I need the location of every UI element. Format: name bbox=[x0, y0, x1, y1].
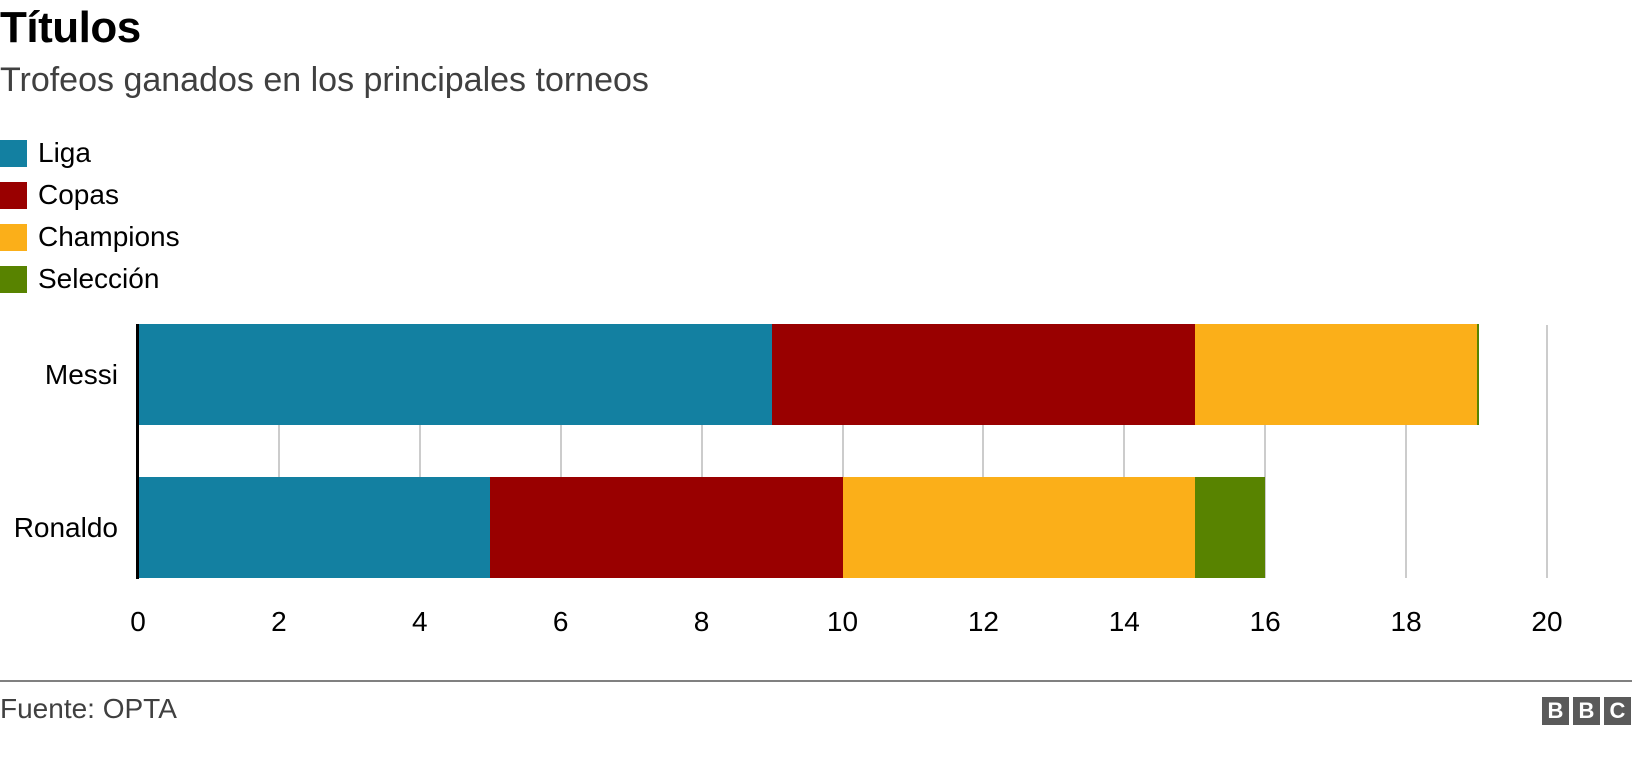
x-tick-label: 4 bbox=[412, 606, 428, 637]
source-note: Fuente: OPTA bbox=[0, 693, 177, 724]
gridline bbox=[1405, 325, 1408, 578]
y-axis-line bbox=[136, 324, 139, 579]
gridline bbox=[1546, 325, 1548, 578]
gridline bbox=[277, 325, 280, 578]
legend-label: Copas bbox=[38, 179, 119, 210]
x-tick-label: 6 bbox=[552, 606, 569, 637]
chart-title: Títulos bbox=[0, 3, 141, 52]
bar-messi-seleccion bbox=[1476, 324, 1479, 425]
legend-swatch-copas bbox=[0, 181, 27, 209]
legend-label: Champions bbox=[38, 221, 180, 252]
gridline bbox=[982, 325, 985, 578]
chart-subtitle: Trofeos ganados en los principales torne… bbox=[0, 61, 649, 99]
legend-item-copas: Copas bbox=[0, 174, 180, 216]
x-tick-label: 16 bbox=[1249, 606, 1281, 637]
legend: Liga Copas Champions Selección bbox=[0, 132, 180, 300]
bar-ronaldo-seleccion bbox=[1194, 477, 1266, 578]
bar-messi-copas bbox=[772, 324, 1195, 425]
gridline bbox=[700, 325, 703, 578]
bbc-logo-letter: C bbox=[1604, 697, 1631, 725]
gridline bbox=[1264, 325, 1267, 578]
bar-messi-liga bbox=[138, 324, 773, 425]
bar-ronaldo-copas bbox=[490, 477, 843, 578]
x-tick-label: 0 bbox=[130, 606, 146, 637]
gridline bbox=[1123, 325, 1126, 578]
gridline bbox=[841, 325, 844, 578]
x-tick-label: 2 bbox=[271, 606, 287, 637]
legend-label: Liga bbox=[38, 137, 91, 168]
legend-swatch-liga bbox=[0, 139, 27, 167]
x-tick-label: 20 bbox=[1531, 606, 1563, 637]
category-label-messi: Messi bbox=[44, 358, 118, 390]
bar-messi-champions bbox=[1194, 324, 1477, 425]
legend-swatch-seleccion bbox=[0, 265, 27, 293]
x-tick-label: 14 bbox=[1108, 606, 1140, 637]
gridline bbox=[559, 325, 562, 578]
x-tick-label: 10 bbox=[826, 606, 859, 637]
category-label-ronaldo: Ronaldo bbox=[13, 511, 118, 543]
gridline bbox=[418, 325, 421, 578]
bbc-logo-letter: B bbox=[1542, 697, 1569, 725]
bbc-logo-letter: B bbox=[1573, 697, 1600, 725]
x-tick-label: 8 bbox=[693, 606, 710, 637]
legend-swatch-champions bbox=[0, 223, 27, 251]
legend-item-champions: Champions bbox=[0, 216, 180, 258]
bar-ronaldo-liga bbox=[138, 477, 491, 578]
legend-item-liga: Liga bbox=[0, 132, 180, 174]
plot-area: 0 2 4 6 8 10 12 14 16 18 20 Messi Ronaldo bbox=[13, 324, 1563, 637]
legend-label: Selección bbox=[38, 263, 160, 294]
x-tick-label: 18 bbox=[1390, 606, 1422, 637]
footer-divider bbox=[0, 680, 1632, 682]
bar-ronaldo-champions bbox=[842, 477, 1195, 578]
legend-item-seleccion: Selección bbox=[0, 258, 180, 300]
x-tick-label: 12 bbox=[967, 606, 999, 637]
bbc-logo: B B C bbox=[1542, 697, 1631, 725]
